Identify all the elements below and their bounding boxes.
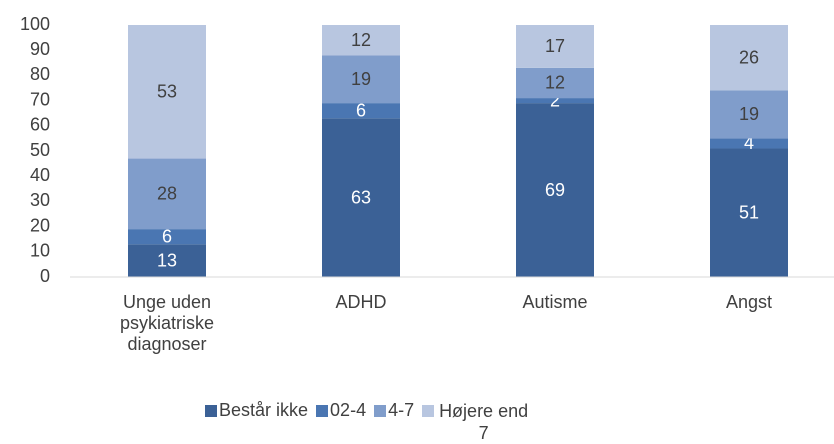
y-tick-label: 20 — [30, 215, 50, 235]
data-label: 63 — [351, 187, 371, 207]
legend-swatch — [422, 405, 435, 417]
data-label: 13 — [157, 250, 177, 270]
y-tick-label: 80 — [30, 64, 50, 84]
y-tick-label: 10 — [30, 241, 50, 261]
bar-segment — [516, 67, 594, 99]
bar-segment — [710, 90, 788, 139]
legend-item: 4-7 — [374, 400, 414, 421]
legend-item: 02-4 — [316, 400, 366, 421]
data-label: 6 — [162, 226, 172, 246]
data-label: 26 — [739, 48, 759, 68]
data-label: 53 — [157, 82, 177, 102]
legend-label: 02-4 — [330, 400, 367, 420]
data-label: 4 — [744, 133, 754, 153]
legend-swatch — [374, 405, 387, 417]
bar-segment — [128, 229, 206, 245]
bar-segment — [322, 55, 400, 104]
data-label: 2 — [550, 90, 560, 110]
data-label: 12 — [351, 30, 371, 50]
legend-swatch — [316, 405, 329, 417]
bar-segment — [128, 244, 206, 277]
legend-swatch — [205, 405, 217, 417]
bar-segment — [710, 148, 788, 277]
y-tick-label: 0 — [40, 266, 50, 286]
y-tick-label: 100 — [20, 14, 50, 34]
legend-label: 4-7 — [388, 400, 415, 420]
data-label: 17 — [545, 36, 565, 56]
legend: Består ikke 02-4 4-7 Højere end 7 — [205, 400, 675, 444]
bar-segment — [710, 25, 788, 91]
x-tick-label: Unge uden psykiatriske diagnoser — [119, 292, 215, 354]
legend-label: Højere end 7 — [439, 401, 529, 443]
bar-segment — [322, 25, 400, 56]
bar-segment — [516, 98, 594, 104]
bar-segment — [516, 103, 594, 278]
data-label: 12 — [545, 73, 565, 93]
x-tick-label: Autisme — [522, 292, 588, 312]
y-tick-label: 50 — [30, 140, 50, 160]
bar-segment — [128, 25, 206, 159]
legend-label: Består ikke — [219, 400, 309, 420]
x-tick-label: Angst — [725, 292, 773, 312]
data-label: 19 — [739, 104, 759, 124]
bar-segment — [516, 25, 594, 68]
y-tick-label: 40 — [30, 165, 50, 185]
bar-segment — [322, 118, 400, 278]
data-label: 69 — [545, 180, 565, 200]
data-label: 6 — [356, 100, 366, 120]
y-tick-label: 70 — [30, 89, 50, 109]
bar-segment — [710, 138, 788, 149]
y-tick-label: 60 — [30, 115, 50, 135]
legend-item: Højere end 7 — [422, 400, 531, 444]
x-tick-label: ADHD — [335, 292, 387, 312]
y-tick-label: 90 — [30, 39, 50, 59]
data-label: 28 — [157, 184, 177, 204]
y-tick-label: 30 — [30, 190, 50, 210]
legend-item: Består ikke — [205, 400, 308, 421]
bar-segment — [128, 158, 206, 230]
data-label: 19 — [351, 69, 371, 89]
bar-segment — [322, 103, 400, 119]
data-label: 51 — [739, 202, 759, 222]
